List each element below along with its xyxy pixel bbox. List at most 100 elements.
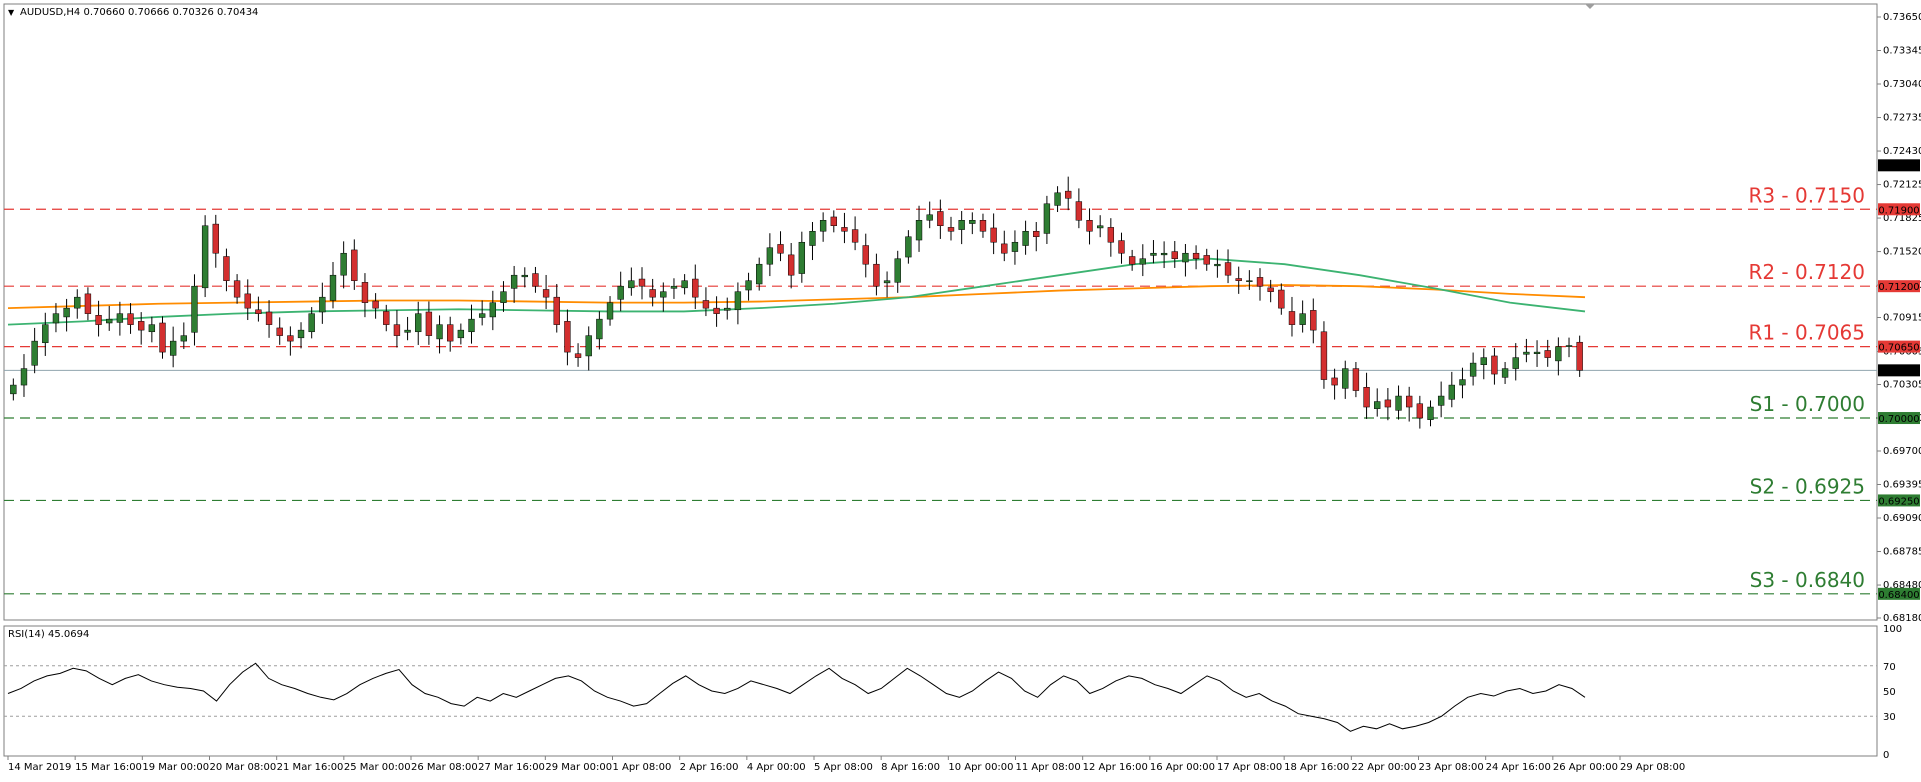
- bullish-candle: [660, 291, 667, 298]
- bearish-candle: [287, 335, 294, 342]
- level-price-tag: [1878, 203, 1920, 216]
- bearish-candle: [649, 289, 656, 298]
- price-axis-label: 0.72125: [1883, 180, 1921, 191]
- bullish-candle: [436, 324, 443, 340]
- level-price-tag-text: 0.71200: [1878, 282, 1919, 293]
- chart-menu-icon[interactable]: ▼: [8, 8, 15, 17]
- rsi-axis-label: 70: [1883, 662, 1896, 673]
- bullish-candle: [468, 318, 475, 333]
- bullish-candle: [74, 296, 81, 309]
- bullish-candle: [521, 274, 528, 278]
- level-price-tag-text: 0.70650: [1878, 343, 1919, 354]
- time-axis-label: 11 Apr 08:00: [1016, 762, 1081, 773]
- bullish-candle: [319, 296, 326, 313]
- time-axis-label: 21 Mar 16:00: [277, 762, 344, 773]
- time-axis-label: 26 Apr 00:00: [1553, 762, 1618, 773]
- bullish-candle: [201, 225, 209, 289]
- bearish-candle: [1086, 220, 1093, 232]
- bearish-candle: [1352, 368, 1360, 391]
- bullish-candle: [42, 324, 49, 344]
- bearish-candle: [1406, 395, 1413, 408]
- level-label: R3 - 0.7150: [1748, 183, 1865, 207]
- time-axis-label: 16 Apr 00:00: [1150, 762, 1215, 773]
- bullish-candle: [915, 220, 923, 241]
- bearish-candle: [542, 289, 550, 298]
- price-tag: [1878, 159, 1920, 172]
- bullish-candle: [1022, 230, 1029, 246]
- bullish-candle: [1427, 406, 1434, 420]
- level-price-tag-text: 0.71900: [1878, 205, 1919, 216]
- bearish-candle: [1001, 243, 1008, 254]
- time-axis-label: 27 Mar 16:00: [478, 762, 545, 773]
- rsi-axis-label: 50: [1883, 687, 1896, 698]
- bearish-candle: [1118, 240, 1125, 254]
- bullish-candle: [340, 252, 347, 276]
- bearish-candle: [851, 229, 859, 243]
- current-price-tag-text: 0.70434: [1878, 366, 1919, 377]
- bullish-candle: [180, 335, 187, 342]
- bullish-candle: [1054, 192, 1061, 206]
- time-axis-label: 14 Mar 2019: [8, 762, 71, 773]
- bearish-candle: [1128, 256, 1136, 265]
- bearish-candle: [1384, 399, 1392, 408]
- bearish-candle: [1331, 377, 1338, 386]
- bullish-candle: [1011, 241, 1019, 252]
- bullish-candle: [404, 329, 411, 333]
- bearish-candle: [425, 311, 433, 336]
- bullish-candle: [20, 368, 28, 386]
- time-axis-label: 23 Apr 08:00: [1419, 762, 1484, 773]
- price-axis-label: 0.71520: [1883, 247, 1921, 258]
- bearish-candle: [1544, 350, 1551, 358]
- rsi-header-title: RSI(14) 45.0694: [8, 629, 89, 640]
- bearish-candle: [862, 245, 869, 265]
- scroll-marker-icon[interactable]: [1585, 4, 1595, 9]
- bearish-candle: [361, 282, 369, 303]
- bearish-candle: [830, 216, 837, 226]
- bullish-candle: [169, 340, 177, 356]
- bullish-candle: [500, 291, 507, 303]
- bullish-candle: [1182, 252, 1189, 263]
- bullish-candle: [606, 302, 614, 320]
- bullish-candle: [63, 307, 70, 318]
- bullish-candle: [1437, 395, 1445, 406]
- bearish-candle: [1576, 341, 1583, 371]
- bearish-candle: [244, 293, 251, 309]
- price-axis-label: 0.68785: [1883, 547, 1921, 558]
- bearish-candle: [1256, 277, 1264, 287]
- bearish-candle: [212, 223, 219, 254]
- price-axis-label: 0.73345: [1883, 45, 1921, 56]
- bearish-candle: [159, 322, 166, 353]
- bearish-candle: [1320, 331, 1328, 380]
- price-axis-label: 0.70305: [1883, 380, 1921, 391]
- price-axis-label: 0.68180: [1883, 613, 1921, 624]
- price-axis-label: 0.69395: [1883, 480, 1921, 491]
- bearish-candle: [574, 353, 582, 358]
- bullish-candle: [1448, 384, 1455, 400]
- rsi-axis-label: 30: [1883, 712, 1896, 723]
- bullish-candle: [415, 313, 422, 333]
- bullish-candle: [798, 241, 806, 274]
- bullish-candle: [670, 285, 678, 289]
- bearish-candle: [990, 227, 997, 243]
- bullish-candle: [478, 313, 486, 318]
- bearish-candle: [947, 227, 955, 232]
- bullish-candle: [1533, 351, 1541, 355]
- bearish-candle: [1235, 278, 1242, 281]
- bearish-candle: [276, 327, 283, 336]
- bullish-candle: [809, 230, 816, 246]
- bearish-candle: [351, 249, 358, 281]
- bullish-candle: [510, 274, 518, 289]
- bullish-candle: [1139, 258, 1146, 265]
- bullish-candle: [1342, 368, 1349, 389]
- bearish-candle: [638, 278, 646, 287]
- bullish-candle: [756, 263, 763, 285]
- bearish-candle: [564, 321, 571, 353]
- bullish-candle: [1160, 252, 1168, 256]
- bullish-candle: [52, 313, 60, 324]
- bullish-candle: [1374, 401, 1381, 409]
- bullish-candle: [1459, 379, 1466, 386]
- bullish-candle: [734, 291, 742, 311]
- bullish-candle: [1523, 351, 1530, 355]
- bullish-candle: [10, 384, 17, 395]
